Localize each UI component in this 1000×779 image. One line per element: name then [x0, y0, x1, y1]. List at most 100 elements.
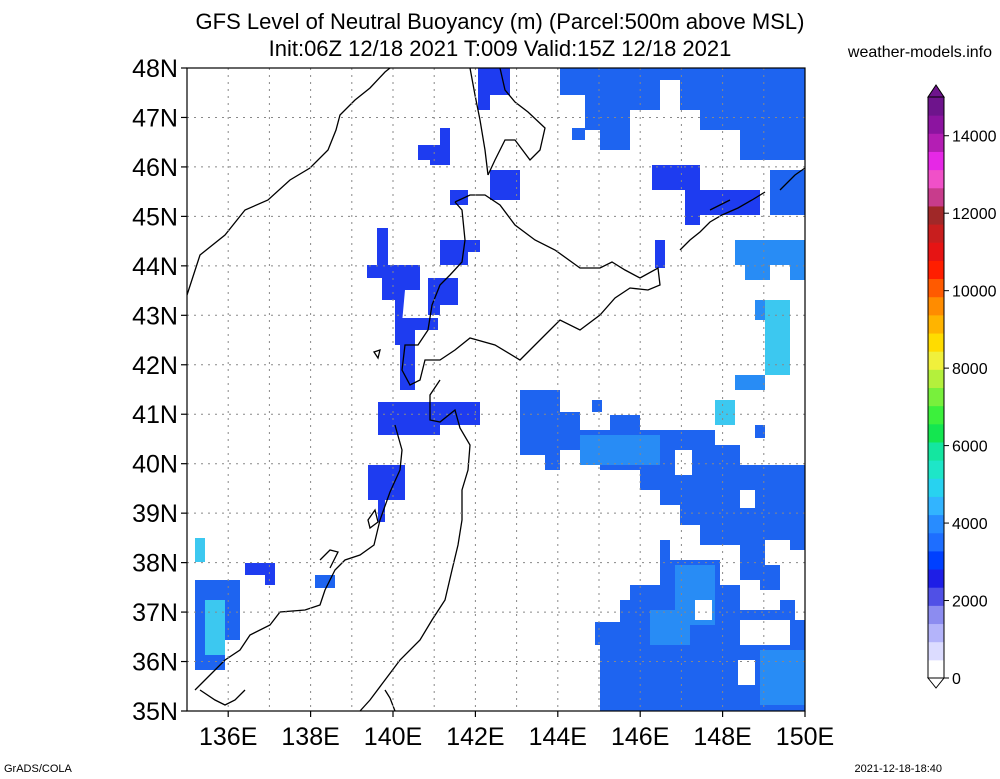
colorbar-segment: [928, 587, 944, 606]
colorbar-segment: [928, 333, 944, 352]
field-patch-east-3: [735, 375, 765, 390]
field-patch-hole-5: [765, 540, 790, 565]
colorbar-frame: [927, 96, 945, 679]
field-patch-west-honshu: [367, 265, 420, 345]
lat-label: 46N: [132, 154, 178, 182]
colorbar-ticks: 0 2000 4000 6000 8000 10000 12000 14000: [944, 129, 997, 688]
field-patch-north-honshu: [377, 228, 388, 266]
field-patch-east-2: [755, 300, 765, 320]
colorbar-tick-label: 14000: [952, 129, 997, 146]
lat-label: 42N: [132, 352, 178, 380]
colorbar-segment: [928, 151, 944, 171]
lat-label: 38N: [132, 550, 178, 578]
coast-noto: [319, 549, 339, 569]
field-patch-oshima: [400, 318, 438, 390]
field-patch-ezo-1: [418, 145, 450, 165]
field-patch-pacific-hole: [675, 450, 692, 475]
colorbar-segment: [928, 478, 944, 497]
lat-label: 45N: [132, 203, 178, 231]
colorbar-segment: [928, 97, 944, 116]
colorbar-segment: [928, 496, 944, 516]
lon-label: 146E: [611, 723, 669, 751]
field-patch-nemuro: [655, 240, 665, 268]
lat-label: 37N: [132, 599, 178, 627]
field-patch-755: [755, 425, 765, 438]
lon-label: 142E: [446, 723, 504, 751]
colorbar-segment: [928, 296, 944, 316]
colorbar-segment: [928, 205, 944, 225]
colorbar-segment: [928, 641, 944, 661]
field-patch-592: [592, 400, 602, 412]
colorbar-tick-label: 2000: [952, 594, 988, 611]
lat-label: 44N: [132, 253, 178, 281]
title-line-1: GFS Level of Neutral Buoyancy (m) (Parce…: [195, 9, 805, 34]
coast-sakhalin-west: [469, 68, 489, 176]
colorbar-bottom-arrow: [926, 677, 946, 689]
lon-label: 140E: [364, 723, 422, 751]
colorbar-segment: [928, 224, 944, 243]
field-patch-hokkaido-e: [490, 170, 520, 200]
lon-label: 138E: [281, 723, 339, 751]
coast-okushiri: [372, 349, 381, 360]
colorbar: [926, 84, 946, 689]
colorbar-tick-label: 6000: [952, 439, 988, 456]
lon-label: 144E: [529, 723, 587, 751]
colorbar-segment: [928, 133, 944, 152]
coast-kuril-2: [779, 167, 805, 191]
lat-label: 47N: [132, 104, 178, 132]
colorbar-segment: [928, 260, 944, 280]
field-patch-okhotsk-3: [572, 128, 585, 140]
lon-label: 148E: [693, 723, 751, 751]
footer-software: GrADS/COLA: [4, 763, 72, 775]
field-patch-pacific-south-light: [650, 565, 715, 645]
latitude-labels: 48N 47N 46N 45N 44N 43N 42N 41N 40N 39N 38N 37N 36N 3…: [132, 55, 187, 726]
colorbar-segment: [928, 169, 944, 189]
lat-label: 36N: [132, 649, 178, 677]
field-patch-hole-4: [740, 490, 755, 508]
colorbar-tick-label: 10000: [952, 284, 997, 301]
field-patch-west-coast: [245, 563, 275, 585]
colorbar-segment: [928, 569, 944, 588]
map-title: GFS Level of Neutral Buoyancy (m) (Parce…: [0, 8, 1000, 62]
colorbar-segment: [928, 423, 944, 443]
coast-sakhalin-east: [487, 68, 546, 176]
lat-label: 43N: [132, 302, 178, 330]
field-patch-hole-3: [738, 660, 755, 685]
lon-label: 150E: [776, 723, 834, 751]
field-patch-hokkaido-sw: [428, 278, 458, 315]
lat-label: 48N: [132, 55, 178, 83]
colorbar-segment: [928, 314, 944, 334]
colorbar-segment: [928, 532, 944, 552]
field-patch-light-se: [760, 650, 805, 705]
colorbar-segment: [928, 441, 944, 461]
field-patch-sw-cyan: [205, 600, 225, 655]
field-patch-sw-edge: [195, 538, 205, 562]
coast-honshu-west: [194, 424, 403, 691]
coastlines: [187, 68, 805, 711]
buoyancy-field: [195, 68, 805, 711]
lat-label: 35N: [132, 698, 178, 726]
lon-label: 136E: [199, 723, 257, 751]
lat-label: 40N: [132, 451, 178, 479]
lat-label: 39N: [132, 500, 178, 528]
colorbar-segment: [928, 369, 944, 388]
colorbar-segment: [928, 514, 944, 534]
colorbar-tick-label: 0: [952, 671, 961, 688]
field-patch-cyan-41n: [715, 400, 735, 425]
coast-sado: [367, 508, 379, 530]
colorbar-segment: [928, 460, 944, 479]
colorbar-tick-label: 12000: [952, 206, 997, 223]
field-patch-ezo-2: [440, 128, 450, 145]
colorbar-segment: [928, 387, 944, 407]
colorbar-segment: [928, 550, 944, 570]
field-patch-hokkaido-nw: [450, 190, 468, 205]
field-patch-kuril-2: [770, 170, 805, 215]
colorbar-segment: [928, 187, 944, 207]
colorbar-tick-label: 4000: [952, 516, 988, 533]
field-patch-noto: [315, 575, 335, 588]
colorbar-segment: [928, 242, 944, 261]
footer-timestamp: 2021-12-18-18:40: [854, 763, 942, 775]
coast-honshu-north: [359, 379, 471, 711]
colorbar-segment: [928, 659, 944, 679]
